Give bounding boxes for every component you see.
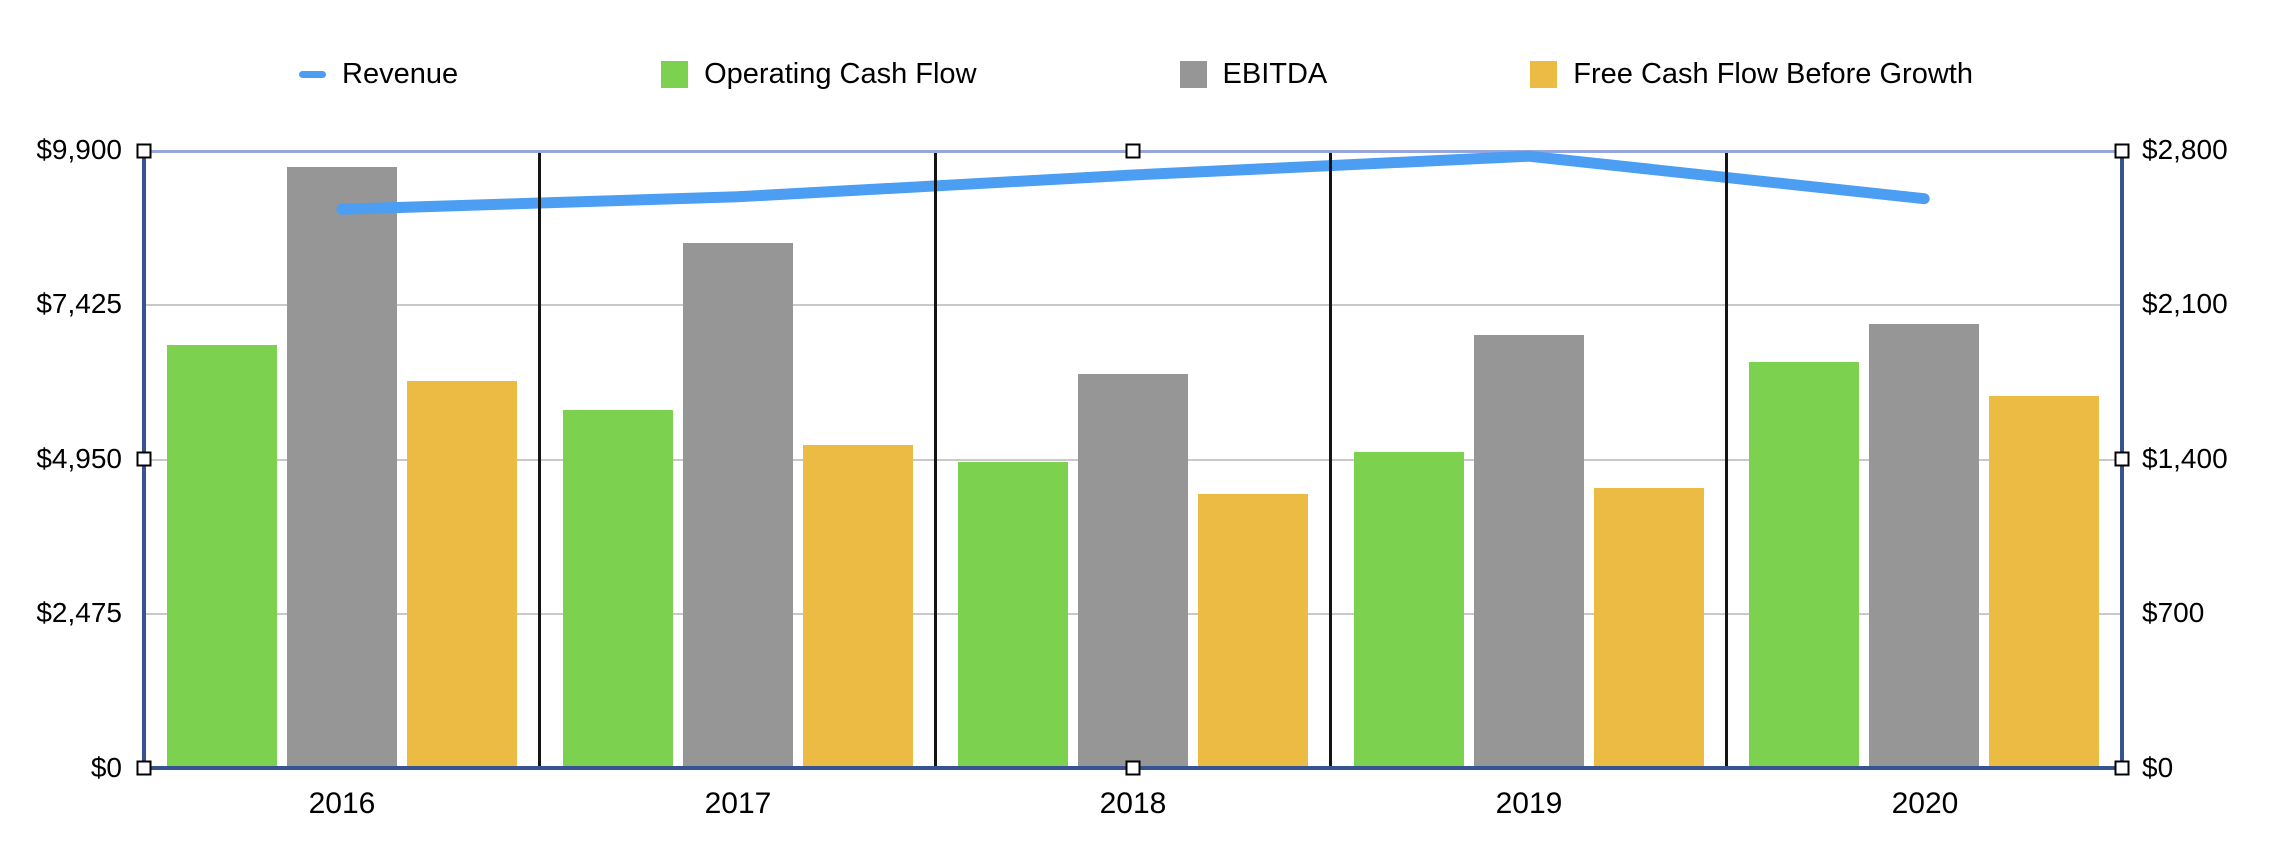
ebitda-swatch xyxy=(1179,60,1207,88)
year-separator-3 xyxy=(1329,153,1332,766)
x-axis-label-2016: 2016 xyxy=(308,787,376,820)
selection-handle-bottom-center[interactable] xyxy=(1125,760,1141,776)
legend-label-operating-cash-flow: Operating Cash Flow xyxy=(704,58,977,90)
bar-2017-ebitda[interactable] xyxy=(682,243,793,766)
year-separator-1 xyxy=(538,153,541,766)
x-axis-label-2018: 2018 xyxy=(1099,787,1167,820)
bar-2016-operating-cash-flow[interactable] xyxy=(167,345,277,766)
operating-cash-flow-swatch xyxy=(661,60,689,88)
right-axis-tick: $2,800 xyxy=(2142,134,2228,165)
left-axis-tick: $4,950 xyxy=(36,443,122,474)
bar-2019-free-cash-flow-before-growth[interactable] xyxy=(1593,488,1704,766)
legend-label-revenue: Revenue xyxy=(342,58,459,90)
free-cash-flow-swatch xyxy=(1530,60,1558,88)
legend-label-free-cash-flow: Free Cash Flow Before Growth xyxy=(1573,58,1973,90)
selection-handle-top-left[interactable] xyxy=(136,143,152,159)
plot-area[interactable] xyxy=(142,150,2124,770)
revenue-line[interactable] xyxy=(336,150,1930,215)
legend-item-revenue[interactable]: Revenue xyxy=(299,56,458,92)
bar-2016-ebitda[interactable] xyxy=(287,167,397,766)
selection-handle-bottom-left[interactable] xyxy=(136,760,152,776)
legend-item-free-cash-flow[interactable]: Free Cash Flow Before Growth xyxy=(1530,56,1973,92)
bar-2017-free-cash-flow-before-growth[interactable] xyxy=(802,445,913,766)
right-axis-tick: $700 xyxy=(2142,597,2205,628)
bar-2017-operating-cash-flow[interactable] xyxy=(562,410,673,766)
selection-handle-top-center[interactable] xyxy=(1125,143,1141,159)
bar-2020-ebitda[interactable] xyxy=(1869,324,1980,766)
selection-handle-mid-left[interactable] xyxy=(136,451,152,467)
selection-handle-bottom-right[interactable] xyxy=(2114,760,2130,776)
right-axis-tick: $1,400 xyxy=(2142,443,2228,474)
bar-2018-operating-cash-flow[interactable] xyxy=(958,462,1069,766)
left-axis-tick: $2,475 xyxy=(36,597,122,628)
year-group-2016 xyxy=(144,167,540,766)
legend-item-operating-cash-flow[interactable]: Operating Cash Flow xyxy=(661,56,977,92)
plot-inner xyxy=(144,150,2122,766)
chart-legend: Revenue Operating Cash Flow EBITDA Free … xyxy=(0,56,2272,92)
x-axis-label-2020: 2020 xyxy=(1891,787,1959,820)
bar-2020-free-cash-flow-before-growth[interactable] xyxy=(1989,396,2100,766)
bar-2019-ebitda[interactable] xyxy=(1473,335,1584,766)
year-group-2018 xyxy=(935,374,1331,766)
bar-2018-free-cash-flow-before-growth[interactable] xyxy=(1198,494,1309,766)
right-axis-tick: $0 xyxy=(2142,752,2174,783)
year-group-2019 xyxy=(1331,335,1727,766)
year-group-2020 xyxy=(1726,324,2122,766)
selection-handle-mid-right[interactable] xyxy=(2114,451,2130,467)
right-axis-tick: $2,100 xyxy=(2142,288,2228,319)
selection-handle-top-right[interactable] xyxy=(2114,143,2130,159)
year-separator-4 xyxy=(1725,153,1728,766)
bar-2016-free-cash-flow-before-growth[interactable] xyxy=(407,381,517,766)
bar-2018-ebitda[interactable] xyxy=(1078,374,1189,766)
bar-2019-operating-cash-flow[interactable] xyxy=(1353,452,1464,766)
year-group-2017 xyxy=(540,243,936,766)
year-separator-2 xyxy=(934,153,937,766)
revenue-line-marker xyxy=(299,70,327,78)
bar-2020-operating-cash-flow[interactable] xyxy=(1749,362,1860,766)
x-axis-label-2019: 2019 xyxy=(1495,787,1563,820)
legend-label-ebitda: EBITDA xyxy=(1222,58,1328,90)
gridline-7425 xyxy=(146,304,2120,306)
left-axis-tick: $9,900 xyxy=(36,134,122,165)
legend-item-ebitda[interactable]: EBITDA xyxy=(1179,56,1328,92)
x-axis-label-2017: 2017 xyxy=(704,787,772,820)
left-axis-tick: $0 xyxy=(90,752,122,783)
left-axis-tick: $7,425 xyxy=(36,288,122,319)
revenue-line-layer xyxy=(336,150,1930,215)
